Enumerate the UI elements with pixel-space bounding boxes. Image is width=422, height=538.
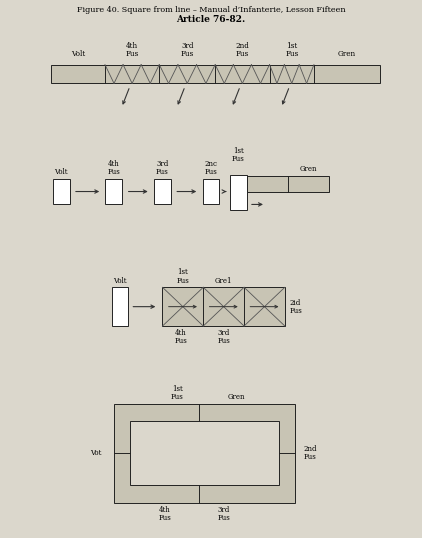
- Text: 1st
Fus: 1st Fus: [232, 147, 245, 163]
- Text: 3rd
Fus: 3rd Fus: [181, 42, 194, 58]
- Bar: [112, 287, 128, 326]
- Text: 4th
Fus: 4th Fus: [158, 506, 171, 522]
- Text: 1st
Fus: 1st Fus: [176, 268, 189, 285]
- Text: 2nd
Fus: 2nd Fus: [235, 42, 249, 58]
- Bar: [53, 179, 70, 204]
- Text: Volt: Volt: [114, 277, 127, 285]
- Text: 4th
Fus: 4th Fus: [108, 160, 120, 176]
- Text: 1st
Fus: 1st Fus: [171, 385, 184, 401]
- Text: 2nc
Fus: 2nc Fus: [205, 160, 217, 176]
- Text: Gre1: Gre1: [215, 277, 233, 285]
- Bar: [203, 179, 219, 204]
- Bar: [230, 175, 247, 210]
- Text: 3rd
Fus: 3rd Fus: [156, 160, 169, 176]
- Text: 2id
Fus: 2id Fus: [290, 299, 303, 315]
- Bar: [51, 65, 380, 83]
- Bar: [106, 179, 122, 204]
- Text: Figure 40. Square from line – Manual d’Infanterie, Lesson Fifteen: Figure 40. Square from line – Manual d’I…: [77, 6, 345, 15]
- Bar: [114, 404, 295, 503]
- Bar: [154, 179, 171, 204]
- Text: 3rd
Fus: 3rd Fus: [217, 506, 230, 522]
- Text: 1st
Fus: 1st Fus: [285, 42, 298, 58]
- Text: Gren: Gren: [300, 165, 317, 173]
- Text: 4th
Fus: 4th Fus: [174, 329, 187, 345]
- Text: 4th
Fus: 4th Fus: [125, 42, 139, 58]
- Text: Gren: Gren: [338, 50, 356, 58]
- Text: 3rd
Fus: 3rd Fus: [217, 329, 230, 345]
- Text: 2nd
Fus: 2nd Fus: [304, 445, 317, 462]
- Text: Article 76-82.: Article 76-82.: [176, 15, 246, 24]
- Text: Volt: Volt: [54, 168, 68, 176]
- Bar: [162, 287, 285, 326]
- Bar: [247, 176, 329, 192]
- Text: Volt: Volt: [70, 50, 85, 58]
- Text: Vot: Vot: [90, 449, 101, 457]
- Text: Gren: Gren: [227, 393, 245, 401]
- Bar: [130, 421, 279, 485]
